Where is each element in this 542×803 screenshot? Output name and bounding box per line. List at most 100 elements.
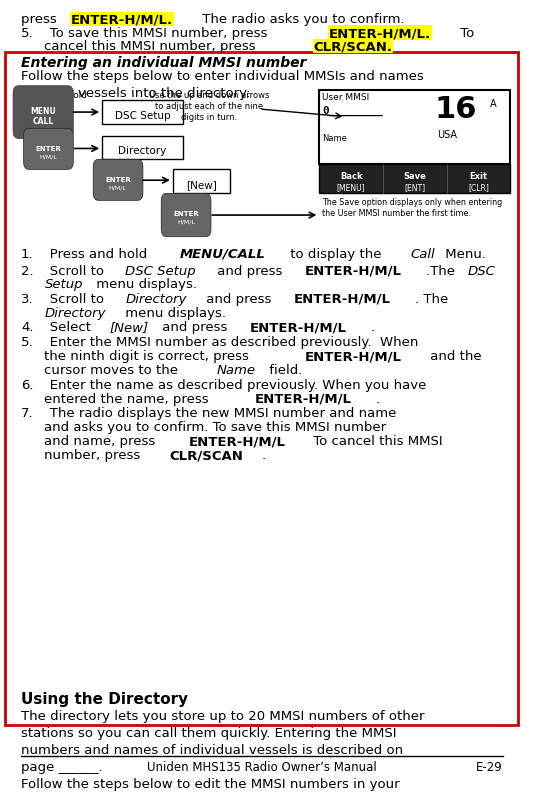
Text: Uniden MHS135 Radio Owner’s Manual: Uniden MHS135 Radio Owner’s Manual bbox=[147, 760, 377, 773]
Text: the ninth digit is correct, press: the ninth digit is correct, press bbox=[44, 349, 254, 363]
Text: Enter the name as described previously. When you have: Enter the name as described previously. … bbox=[36, 378, 426, 391]
FancyBboxPatch shape bbox=[161, 194, 211, 238]
Text: and press: and press bbox=[158, 321, 231, 334]
Text: ENTER: ENTER bbox=[173, 210, 199, 216]
Text: Directory: Directory bbox=[44, 306, 106, 320]
Text: . The: . The bbox=[415, 292, 448, 305]
Text: .The: .The bbox=[426, 264, 460, 278]
Text: DSC Setup: DSC Setup bbox=[125, 264, 196, 278]
Text: Name: Name bbox=[322, 134, 347, 143]
Text: and press: and press bbox=[214, 264, 287, 278]
Text: 7.: 7. bbox=[21, 407, 34, 420]
Text: 2.: 2. bbox=[21, 264, 34, 278]
Text: Entering an individual MMSI number: Entering an individual MMSI number bbox=[21, 55, 306, 70]
Text: Press and hold: Press and hold bbox=[37, 247, 151, 260]
FancyBboxPatch shape bbox=[173, 170, 230, 194]
FancyBboxPatch shape bbox=[5, 52, 518, 724]
Text: Exit: Exit bbox=[469, 172, 488, 181]
Text: Enter the MMSI number as described previously.  When: Enter the MMSI number as described previ… bbox=[37, 336, 418, 349]
Text: Directory: Directory bbox=[118, 146, 166, 156]
FancyBboxPatch shape bbox=[93, 160, 143, 201]
Text: cancel this MMSI number, press: cancel this MMSI number, press bbox=[44, 40, 260, 53]
Text: 6.: 6. bbox=[21, 378, 34, 391]
Text: A: A bbox=[489, 99, 496, 109]
Text: 5.: 5. bbox=[21, 27, 34, 40]
FancyBboxPatch shape bbox=[13, 87, 73, 139]
Text: number, press: number, press bbox=[44, 449, 145, 462]
Text: DSC: DSC bbox=[468, 264, 495, 278]
Text: The directory lets you store up to 20 MMSI numbers of other
stations so you can : The directory lets you store up to 20 MM… bbox=[21, 709, 424, 790]
FancyBboxPatch shape bbox=[102, 137, 183, 160]
Text: ENTER-H/M/L: ENTER-H/M/L bbox=[294, 292, 391, 305]
Text: .: . bbox=[371, 321, 375, 334]
Text: [MENU]: [MENU] bbox=[337, 183, 365, 192]
Text: E-29: E-29 bbox=[476, 760, 502, 773]
Text: MENU/CALL: MENU/CALL bbox=[179, 247, 265, 260]
Text: .: . bbox=[262, 449, 266, 462]
Text: .: . bbox=[376, 392, 380, 405]
Text: MENU: MENU bbox=[30, 107, 56, 116]
Text: [CLR]: [CLR] bbox=[468, 183, 489, 192]
Text: and the: and the bbox=[426, 349, 482, 363]
Text: Press and hold: Press and hold bbox=[21, 92, 87, 100]
Text: Name: Name bbox=[217, 364, 256, 377]
Text: press: press bbox=[21, 13, 61, 26]
Text: Using the Directory: Using the Directory bbox=[21, 691, 188, 706]
Text: The radio displays the new MMSI number and name: The radio displays the new MMSI number a… bbox=[37, 407, 396, 420]
Text: ENTER-H/M/L: ENTER-H/M/L bbox=[255, 392, 352, 405]
Text: and name, press: and name, press bbox=[44, 434, 160, 447]
Text: To: To bbox=[456, 27, 475, 40]
Text: cursor moves to the: cursor moves to the bbox=[44, 364, 183, 377]
Text: entered the name, press: entered the name, press bbox=[44, 392, 214, 405]
Text: Setup: Setup bbox=[44, 278, 83, 291]
Text: CLR/SCAN: CLR/SCAN bbox=[170, 449, 243, 462]
Text: H/M/L: H/M/L bbox=[177, 220, 195, 225]
Text: and asks you to confirm. To save this MMSI number: and asks you to confirm. To save this MM… bbox=[44, 421, 386, 434]
Text: H/M/L: H/M/L bbox=[109, 185, 127, 190]
Text: [ENT]: [ENT] bbox=[404, 183, 425, 192]
Text: [New]: [New] bbox=[109, 321, 148, 334]
Text: DSC Setup: DSC Setup bbox=[114, 111, 170, 120]
Text: to display the: to display the bbox=[286, 247, 386, 260]
Text: Scroll to: Scroll to bbox=[37, 264, 108, 278]
Text: Directory: Directory bbox=[125, 292, 187, 305]
Text: Follow the steps below to enter individual MMSIs and names
of other vessels into: Follow the steps below to enter individu… bbox=[21, 70, 424, 100]
Text: Save: Save bbox=[403, 172, 427, 181]
Text: User MMSI: User MMSI bbox=[322, 93, 369, 102]
Text: Back: Back bbox=[340, 172, 363, 181]
Text: CLR/SCAN.: CLR/SCAN. bbox=[313, 40, 392, 53]
Text: field.: field. bbox=[266, 364, 303, 377]
Text: 3.: 3. bbox=[21, 292, 34, 305]
Text: Use the up and down arrows
to adjust each of the nine
digits in turn.: Use the up and down arrows to adjust eac… bbox=[149, 91, 269, 121]
Text: 5.: 5. bbox=[21, 336, 34, 349]
Text: 1.: 1. bbox=[21, 247, 34, 260]
Text: 4.: 4. bbox=[21, 321, 34, 334]
Text: ENTER-H/M/L.: ENTER-H/M/L. bbox=[329, 27, 431, 40]
Text: ENTER-H/M/L.: ENTER-H/M/L. bbox=[71, 13, 173, 26]
Text: H/M/L: H/M/L bbox=[40, 155, 57, 160]
Text: ENTER-H/M/L: ENTER-H/M/L bbox=[305, 264, 402, 278]
Text: ENTER: ENTER bbox=[105, 177, 131, 182]
Text: To save this MMSI number, press: To save this MMSI number, press bbox=[37, 27, 272, 40]
Text: 16: 16 bbox=[435, 95, 477, 124]
Text: CALL: CALL bbox=[33, 116, 54, 126]
Text: [New]: [New] bbox=[186, 179, 217, 190]
Text: ENTER: ENTER bbox=[36, 145, 61, 152]
Text: USA: USA bbox=[437, 130, 457, 140]
Text: 0________: 0________ bbox=[322, 105, 383, 116]
Text: Select: Select bbox=[36, 321, 95, 334]
Text: Menu.: Menu. bbox=[441, 247, 486, 260]
Text: To cancel this MMSI: To cancel this MMSI bbox=[309, 434, 443, 447]
Text: Call: Call bbox=[411, 247, 435, 260]
Text: menu displays.: menu displays. bbox=[121, 306, 226, 320]
Text: Scroll to: Scroll to bbox=[37, 292, 108, 305]
FancyBboxPatch shape bbox=[319, 92, 511, 165]
Text: ENTER-H/M/L: ENTER-H/M/L bbox=[250, 321, 347, 334]
Text: menu displays.: menu displays. bbox=[93, 278, 197, 291]
FancyBboxPatch shape bbox=[23, 129, 73, 170]
Text: The Save option displays only when entering
the User MMSI number the first time.: The Save option displays only when enter… bbox=[322, 198, 502, 218]
FancyBboxPatch shape bbox=[319, 165, 511, 194]
Text: The radio asks you to confirm.: The radio asks you to confirm. bbox=[198, 13, 405, 26]
FancyBboxPatch shape bbox=[102, 101, 183, 124]
Text: and press: and press bbox=[202, 292, 276, 305]
